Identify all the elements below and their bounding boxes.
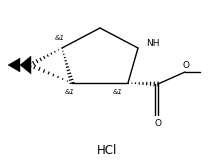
Text: &1: &1 [55,35,65,41]
Text: HCl: HCl [97,143,117,157]
Text: O: O [183,60,190,70]
Text: O: O [155,119,162,129]
Polygon shape [8,58,20,72]
Text: &1: &1 [65,89,75,95]
Polygon shape [20,56,31,74]
Text: NH: NH [146,39,159,49]
Text: &1: &1 [113,89,123,95]
